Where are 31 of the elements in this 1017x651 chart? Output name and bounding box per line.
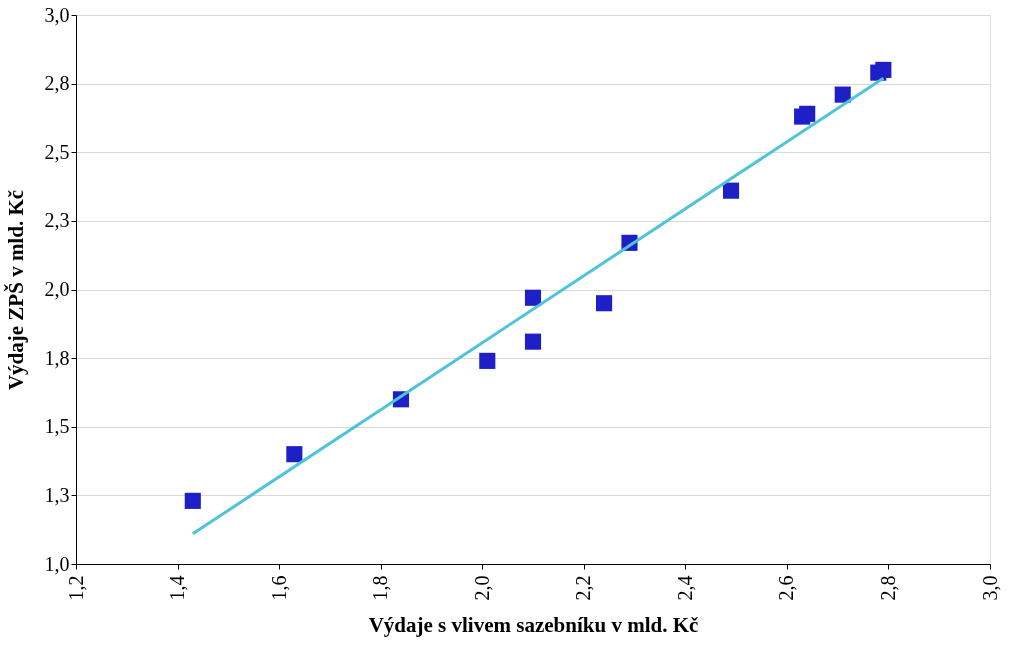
x-tick-label: 1,4 (166, 575, 189, 601)
x-tick-label: 1,6 (267, 575, 290, 601)
y-tick-label: 2,5 (44, 140, 70, 163)
point (722, 182, 740, 199)
x-tick-label: 2,8 (876, 575, 899, 601)
y-tick-label: 3,0 (44, 3, 70, 26)
point (799, 105, 816, 122)
y-axis-title: Výdaje ZPŠ v mld. Kč (3, 189, 28, 391)
x-tick-label: 2,2 (572, 575, 595, 601)
y-tick-label: 2,8 (44, 72, 70, 95)
x-tick-label: 1,2 (64, 575, 87, 601)
x-tick-label: 2,0 (470, 575, 493, 601)
point (596, 295, 613, 312)
point (524, 333, 542, 350)
y-tick-label: 2,3 (44, 209, 70, 232)
x-axis-title: Výdaje s vlivem sazebníku v mld. Kč (368, 612, 699, 637)
y-tick-label: 1,0 (44, 552, 70, 575)
point (524, 289, 542, 306)
point (184, 492, 201, 509)
x-tick-label: 2,6 (775, 575, 798, 601)
point (875, 61, 892, 78)
point (479, 352, 496, 369)
y-tick-label: 2,0 (44, 278, 70, 300)
y-tick-label: 1,3 (44, 483, 70, 506)
x-tick-label: 1,8 (369, 575, 392, 601)
y-tick-label: 1,5 (44, 415, 70, 438)
x-tick-label: 2,4 (673, 575, 696, 601)
x-tick-label: 3,0 (978, 575, 1001, 601)
point (286, 446, 303, 463)
y-tick-label: 1,8 (44, 346, 70, 369)
point (834, 86, 851, 103)
